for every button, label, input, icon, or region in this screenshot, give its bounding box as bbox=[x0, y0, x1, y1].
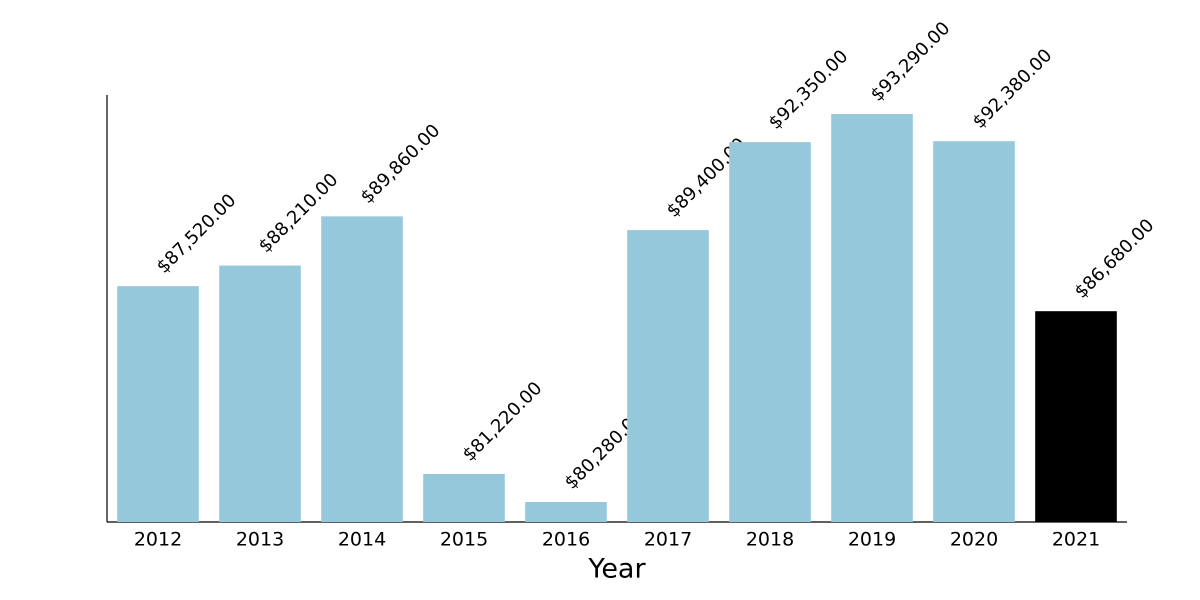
x-tick-label: 2019 bbox=[848, 529, 896, 551]
x-tick-label: 2017 bbox=[644, 529, 692, 551]
x-tick-label: 2021 bbox=[1052, 529, 1100, 551]
x-tick-label: 2013 bbox=[236, 529, 284, 551]
value-label: $87,520.00 bbox=[153, 190, 241, 278]
x-tick-label: 2012 bbox=[134, 529, 182, 551]
bar bbox=[423, 473, 505, 522]
bar bbox=[729, 142, 811, 522]
bar bbox=[321, 216, 403, 523]
bar bbox=[525, 502, 607, 522]
bar bbox=[219, 265, 301, 522]
bar bbox=[117, 286, 199, 522]
x-tick-label: 2015 bbox=[440, 529, 488, 551]
value-label: $93,290.00 bbox=[867, 18, 955, 106]
x-tick-label: 2014 bbox=[338, 529, 386, 551]
bar bbox=[933, 141, 1015, 523]
value-label: $86,680.00 bbox=[1071, 215, 1159, 303]
x-axis-label: Year bbox=[587, 554, 646, 585]
value-label: $81,220.00 bbox=[459, 378, 547, 466]
x-tick-label: 2020 bbox=[950, 529, 998, 551]
bar bbox=[627, 230, 709, 522]
bar bbox=[1035, 311, 1117, 522]
value-label: $92,380.00 bbox=[969, 45, 1057, 133]
x-tick-label: 2016 bbox=[542, 529, 590, 551]
value-label: $89,860.00 bbox=[357, 120, 445, 208]
x-tick-label: 2018 bbox=[746, 529, 794, 551]
bar bbox=[831, 114, 913, 522]
